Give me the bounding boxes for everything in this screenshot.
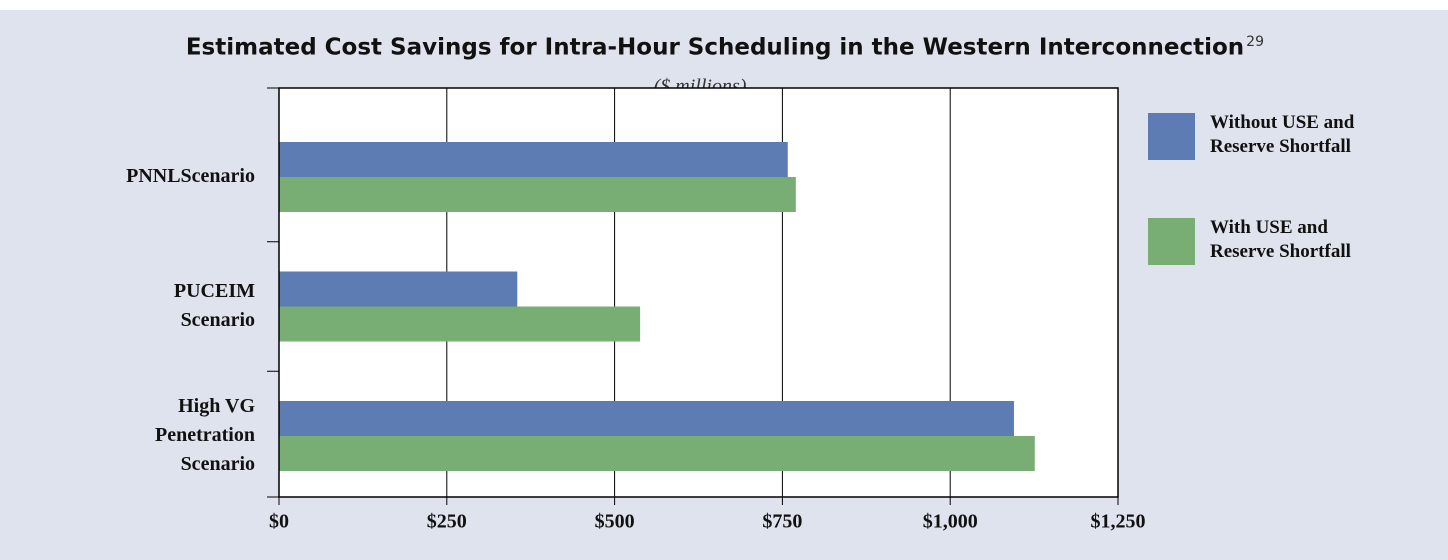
legend-label: With USE and Reserve Shortfall	[1210, 217, 1351, 262]
title-note: 29	[1246, 34, 1264, 50]
bar	[279, 436, 1035, 471]
x-tick-label: $1,000	[923, 511, 978, 533]
y-tick-label: PNNLScenario	[126, 165, 255, 187]
legend-label: Without USE and Reserve Shortfall	[1210, 112, 1355, 157]
legend-swatch	[1148, 218, 1195, 265]
bar	[279, 142, 788, 177]
x-tick-label: $1,250	[1091, 511, 1146, 533]
bar	[279, 306, 641, 342]
chart-title: Estimated Cost Savings for Intra-Hour Sc…	[186, 35, 1244, 61]
x-tick-label: $750	[762, 511, 802, 533]
bar	[279, 177, 796, 212]
x-tick-label: $500	[595, 511, 635, 533]
y-tick-label: High VG Penetration Scenario	[155, 395, 255, 475]
bar	[279, 401, 1014, 436]
x-tick-label: $250	[427, 511, 467, 533]
y-tick-label: PUCEIM Scenario	[174, 280, 255, 331]
bar	[279, 271, 518, 307]
legend-swatch	[1148, 113, 1195, 160]
plot-frame	[278, 87, 1119, 498]
x-tick-label: $0	[269, 511, 289, 533]
